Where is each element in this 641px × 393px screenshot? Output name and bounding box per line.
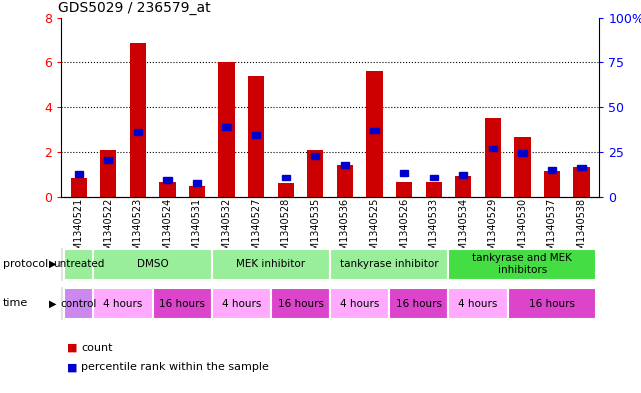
- Text: tankyrase inhibitor: tankyrase inhibitor: [340, 259, 438, 269]
- Text: MEK inhibitor: MEK inhibitor: [237, 259, 306, 269]
- Bar: [74, 171, 83, 177]
- Text: ■: ■: [67, 362, 78, 373]
- Bar: [104, 157, 112, 163]
- Text: 4 hours: 4 hours: [103, 299, 143, 309]
- Bar: [578, 165, 586, 170]
- Bar: [153, 288, 212, 319]
- Bar: [367, 71, 383, 196]
- Bar: [485, 118, 501, 196]
- Bar: [311, 153, 319, 159]
- Bar: [330, 288, 389, 319]
- Bar: [370, 128, 379, 134]
- Text: 16 hours: 16 hours: [529, 299, 575, 309]
- Bar: [64, 288, 94, 319]
- Bar: [163, 177, 172, 183]
- Text: ■: ■: [67, 343, 78, 353]
- Text: 16 hours: 16 hours: [396, 299, 442, 309]
- Bar: [508, 288, 596, 319]
- Bar: [271, 288, 330, 319]
- Bar: [514, 137, 531, 196]
- Text: 4 hours: 4 hours: [458, 299, 497, 309]
- Bar: [222, 124, 231, 130]
- Bar: [449, 288, 508, 319]
- Bar: [281, 174, 290, 180]
- Bar: [248, 76, 264, 196]
- Bar: [396, 182, 412, 196]
- Bar: [400, 170, 408, 176]
- Text: count: count: [81, 343, 113, 353]
- Text: 4 hours: 4 hours: [222, 299, 261, 309]
- Text: ▶: ▶: [49, 298, 56, 309]
- Bar: [212, 249, 330, 280]
- Bar: [134, 129, 142, 134]
- Bar: [193, 180, 201, 186]
- Bar: [159, 182, 176, 196]
- Bar: [307, 150, 324, 196]
- Text: GDS5029 / 236579_at: GDS5029 / 236579_at: [58, 1, 211, 15]
- Bar: [64, 249, 94, 280]
- Text: 4 hours: 4 hours: [340, 299, 379, 309]
- Bar: [100, 150, 117, 196]
- Bar: [544, 171, 560, 196]
- Bar: [219, 62, 235, 196]
- Bar: [426, 182, 442, 196]
- Text: percentile rank within the sample: percentile rank within the sample: [81, 362, 269, 373]
- Text: 16 hours: 16 hours: [278, 299, 324, 309]
- Bar: [459, 173, 467, 178]
- Bar: [548, 167, 556, 173]
- Text: untreated: untreated: [53, 259, 104, 269]
- Bar: [189, 186, 205, 196]
- Bar: [71, 178, 87, 196]
- Bar: [330, 249, 449, 280]
- Text: time: time: [3, 298, 28, 309]
- Bar: [389, 288, 449, 319]
- Bar: [212, 288, 271, 319]
- Bar: [449, 249, 596, 280]
- Bar: [129, 43, 146, 196]
- Bar: [94, 288, 153, 319]
- Bar: [252, 132, 260, 138]
- Bar: [455, 176, 471, 196]
- Text: ▶: ▶: [49, 259, 56, 269]
- Text: 16 hours: 16 hours: [159, 299, 205, 309]
- Text: tankyrase and MEK
inhibitors: tankyrase and MEK inhibitors: [472, 253, 572, 275]
- Bar: [429, 174, 438, 180]
- Text: control: control: [60, 299, 97, 309]
- Bar: [519, 150, 526, 156]
- Bar: [94, 249, 212, 280]
- Bar: [341, 162, 349, 168]
- Bar: [337, 165, 353, 196]
- Bar: [488, 145, 497, 151]
- Bar: [574, 167, 590, 196]
- Bar: [278, 183, 294, 196]
- Text: protocol: protocol: [3, 259, 49, 269]
- Text: DMSO: DMSO: [137, 259, 169, 269]
